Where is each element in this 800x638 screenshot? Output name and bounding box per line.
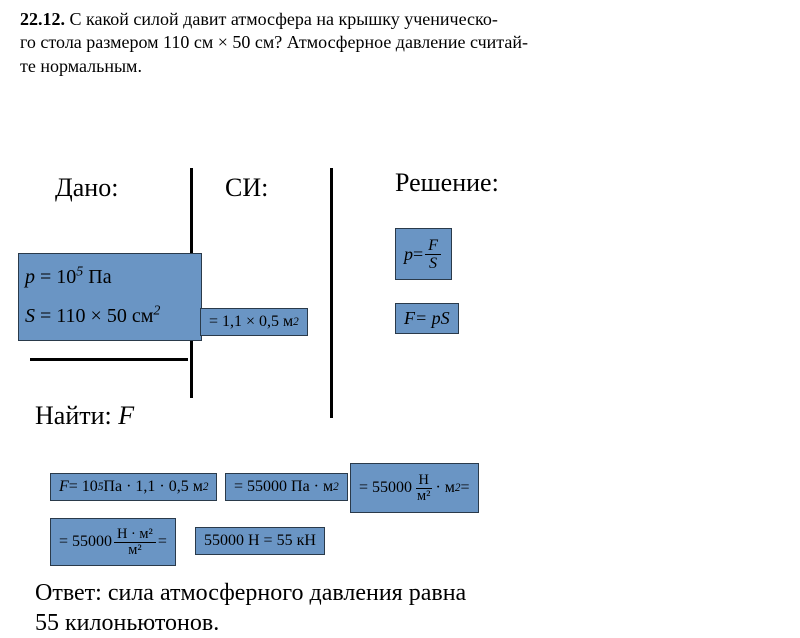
problem-number: 22.12. bbox=[20, 9, 65, 29]
calc-step-3: = 55000 Нм² · м2 = bbox=[350, 463, 479, 513]
given-s: S = 110 × 50 см2 bbox=[25, 305, 160, 328]
answer-line-1: Ответ: сила атмосферного давления равна bbox=[35, 580, 466, 606]
answer: Ответ: сила атмосферного давления равна … bbox=[35, 578, 466, 638]
solution-area: Дано: СИ: Решение: p = 105 Па S = 110 × … bbox=[0, 78, 800, 598]
given-p: p = 105 Па bbox=[25, 266, 112, 289]
given-values: p = 105 Па S = 110 × 50 см2 bbox=[18, 253, 202, 341]
pressure-formula: p = FS bbox=[395, 228, 452, 280]
problem-statement: 22.12. С какой силой давит атмосфера на … bbox=[0, 0, 800, 78]
divider-2 bbox=[330, 168, 333, 418]
answer-line-2: 55 килоньютонов. bbox=[35, 610, 219, 636]
problem-line-1: С какой силой давит атмосфера на крышку … bbox=[70, 9, 498, 29]
si-conversion: = 1,1 × 0,5 м2 bbox=[200, 308, 308, 336]
calc-step-1: F = 105 Па · 1,1 · 0,5 м2 bbox=[50, 473, 217, 501]
find-label: Найти: F bbox=[35, 401, 134, 431]
header-solution: Решение: bbox=[395, 168, 499, 198]
calc-step-2: = 55000 Па · м2 bbox=[225, 473, 348, 501]
force-formula: F = pS bbox=[395, 303, 459, 334]
header-given: Дано: bbox=[55, 173, 118, 203]
header-si: СИ: bbox=[225, 173, 268, 203]
given-underline bbox=[30, 358, 188, 361]
problem-line-2: го стола размером 110 см × 50 см? Атмосф… bbox=[20, 32, 528, 52]
problem-line-3: те нормальным. bbox=[20, 56, 142, 76]
calc-step-4: = 55000 Н · м²м² = bbox=[50, 518, 176, 566]
calc-step-5: 55000 Н = 55 кН bbox=[195, 527, 325, 555]
